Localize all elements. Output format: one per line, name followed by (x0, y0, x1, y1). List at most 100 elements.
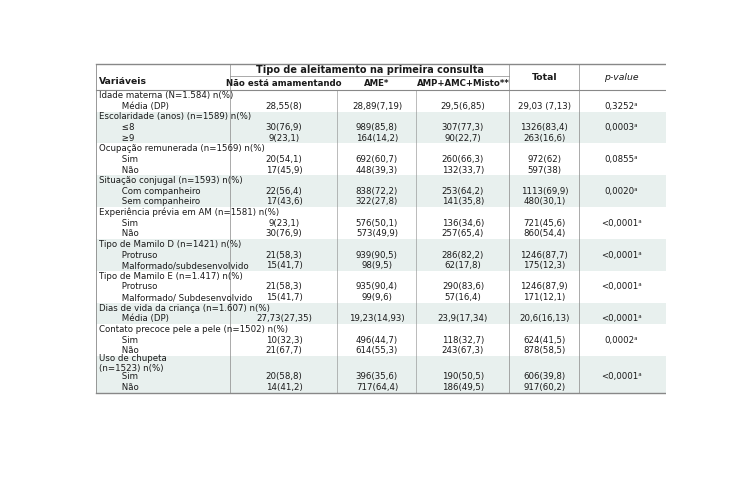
Bar (95, 282, 666, 292)
Text: AME*: AME* (364, 79, 390, 88)
Text: <0,0001ᵃ: <0,0001ᵃ (601, 250, 642, 259)
Text: <0,0001ᵃ: <0,0001ᵃ (601, 314, 642, 323)
Text: 15(41,7): 15(41,7) (266, 261, 303, 270)
Bar (337, 76, 417, 90)
Text: 10(32,3): 10(32,3) (266, 335, 303, 345)
Bar (95, 154, 666, 165)
Text: 14(41,2): 14(41,2) (266, 383, 303, 392)
Text: 1326(83,4): 1326(83,4) (520, 123, 568, 132)
Text: Não: Não (108, 346, 139, 355)
Text: 0,0020ᵃ: 0,0020ᵃ (605, 187, 638, 196)
Text: Não: Não (108, 383, 139, 392)
Text: Não: Não (108, 229, 139, 238)
Text: 17(45,9): 17(45,9) (266, 166, 302, 175)
Text: 20(58,8): 20(58,8) (266, 372, 303, 381)
Text: Tipo de Mamilo D (n=1421) n(%): Tipo de Mamilo D (n=1421) n(%) (98, 240, 241, 249)
Bar (95, 143, 666, 154)
Text: 21(58,3): 21(58,3) (266, 282, 303, 292)
Text: 0,0002ᵃ: 0,0002ᵃ (605, 335, 638, 345)
Text: Sem companheiro: Sem companheiro (108, 197, 200, 206)
Text: Contato precoce pele a pele (n=1502) n(%): Contato precoce pele a pele (n=1502) n(%… (98, 325, 288, 334)
Text: Situação conjugal (n=1593) n(%): Situação conjugal (n=1593) n(%) (98, 176, 242, 185)
Text: <0,0001ᵃ: <0,0001ᵃ (601, 282, 642, 292)
Bar (95, 335, 666, 345)
Bar (95, 292, 666, 303)
Text: Sim: Sim (108, 219, 138, 228)
Text: ≤8: ≤8 (108, 123, 135, 132)
Text: Sim: Sim (108, 335, 138, 345)
Text: 30(76,9): 30(76,9) (266, 123, 302, 132)
Text: 496(44,7): 496(44,7) (356, 335, 398, 345)
Text: 692(60,7): 692(60,7) (356, 155, 398, 164)
Text: Não está amamentando: Não está amamentando (226, 79, 342, 88)
Text: <0,0001ᵃ: <0,0001ᵃ (601, 372, 642, 381)
Text: 717(64,4): 717(64,4) (356, 383, 398, 392)
Text: 17(43,6): 17(43,6) (266, 197, 303, 206)
Text: 0,0855ᵃ: 0,0855ᵃ (605, 155, 638, 164)
Text: 23,9(17,34): 23,9(17,34) (438, 314, 488, 323)
Text: Média (DP): Média (DP) (108, 314, 169, 323)
Bar (95, 356, 666, 372)
Text: 28,89(7,19): 28,89(7,19) (352, 102, 402, 111)
Text: 0,3252ᵃ: 0,3252ᵃ (605, 102, 638, 111)
Text: 935(90,4): 935(90,4) (356, 282, 398, 292)
Bar (95, 175, 666, 186)
Text: <0,0001ᵃ: <0,0001ᵃ (601, 219, 642, 228)
Text: Uso de chupeta
(n=1523) n(%): Uso de chupeta (n=1523) n(%) (98, 354, 166, 373)
Text: 448(39,3): 448(39,3) (356, 166, 398, 175)
Text: 28,55(8): 28,55(8) (266, 102, 303, 111)
Text: 917(60,2): 917(60,2) (523, 383, 565, 392)
Text: 190(50,5): 190(50,5) (442, 372, 484, 381)
Text: 30(76,9): 30(76,9) (266, 229, 302, 238)
Bar (95, 372, 666, 382)
Bar (95, 303, 666, 313)
Text: 57(16,4): 57(16,4) (445, 293, 481, 302)
Text: 1246(87,7): 1246(87,7) (520, 250, 568, 259)
Text: 307(77,3): 307(77,3) (442, 123, 484, 132)
Bar (230, 76, 337, 90)
Text: 20,6(16,13): 20,6(16,13) (519, 314, 570, 323)
Text: 606(39,8): 606(39,8) (523, 372, 565, 381)
Text: 29,03 (7,13): 29,03 (7,13) (518, 102, 571, 111)
Bar (509, 64, 579, 90)
Bar (95, 218, 666, 229)
Text: 989(85,8): 989(85,8) (356, 123, 398, 132)
Text: 21(58,3): 21(58,3) (266, 250, 303, 259)
Bar (95, 313, 666, 324)
Text: 29,5(6,85): 29,5(6,85) (440, 102, 485, 111)
Text: AMP+AMC+Misto**: AMP+AMC+Misto** (417, 79, 509, 88)
Bar (95, 133, 666, 143)
Text: 624(41,5): 624(41,5) (523, 335, 565, 345)
Text: 1246(87,9): 1246(87,9) (520, 282, 568, 292)
Text: Protruso: Protruso (108, 282, 158, 292)
Text: 99(9,6): 99(9,6) (361, 293, 392, 302)
Text: 286(82,2): 286(82,2) (442, 250, 484, 259)
Text: Escolaridade (anos) (n=1589) n(%): Escolaridade (anos) (n=1589) n(%) (98, 113, 251, 122)
Bar (95, 186, 666, 196)
Text: 860(54,4): 860(54,4) (523, 229, 565, 238)
Text: 62(17,8): 62(17,8) (445, 261, 481, 270)
Bar (95, 90, 666, 101)
Text: Idade materna (N=1.584) n(%): Idade materna (N=1.584) n(%) (98, 91, 233, 100)
Text: Experiência prévia em AM (n=1581) n(%): Experiência prévia em AM (n=1581) n(%) (98, 208, 279, 217)
Text: 175(12,3): 175(12,3) (523, 261, 565, 270)
Bar (230, 64, 509, 76)
Bar (95, 122, 666, 133)
Text: Malformado/subdesenvolvido: Malformado/subdesenvolvido (108, 261, 249, 270)
Text: 0,0003ᵃ: 0,0003ᵃ (605, 123, 638, 132)
Text: Dias de vida da criança (n=1.607) n(%): Dias de vida da criança (n=1.607) n(%) (98, 304, 269, 312)
Text: Ocupação remunerada (n=1569) n(%): Ocupação remunerada (n=1569) n(%) (98, 144, 264, 153)
Bar (95, 239, 666, 249)
Text: 90(22,7): 90(22,7) (445, 133, 481, 143)
Text: 260(66,3): 260(66,3) (442, 155, 484, 164)
Text: 322(27,8): 322(27,8) (356, 197, 398, 206)
Text: 878(58,5): 878(58,5) (523, 346, 565, 355)
Bar (95, 101, 666, 112)
Text: Variáveis: Variáveis (98, 77, 147, 86)
Text: 396(35,6): 396(35,6) (356, 372, 398, 381)
Text: 263(16,6): 263(16,6) (523, 133, 565, 143)
Text: Malformado/ Subdesenvolvido: Malformado/ Subdesenvolvido (108, 293, 252, 302)
Text: 597(38): 597(38) (528, 166, 562, 175)
Text: 9(23,1): 9(23,1) (269, 219, 300, 228)
Text: 136(34,6): 136(34,6) (442, 219, 484, 228)
